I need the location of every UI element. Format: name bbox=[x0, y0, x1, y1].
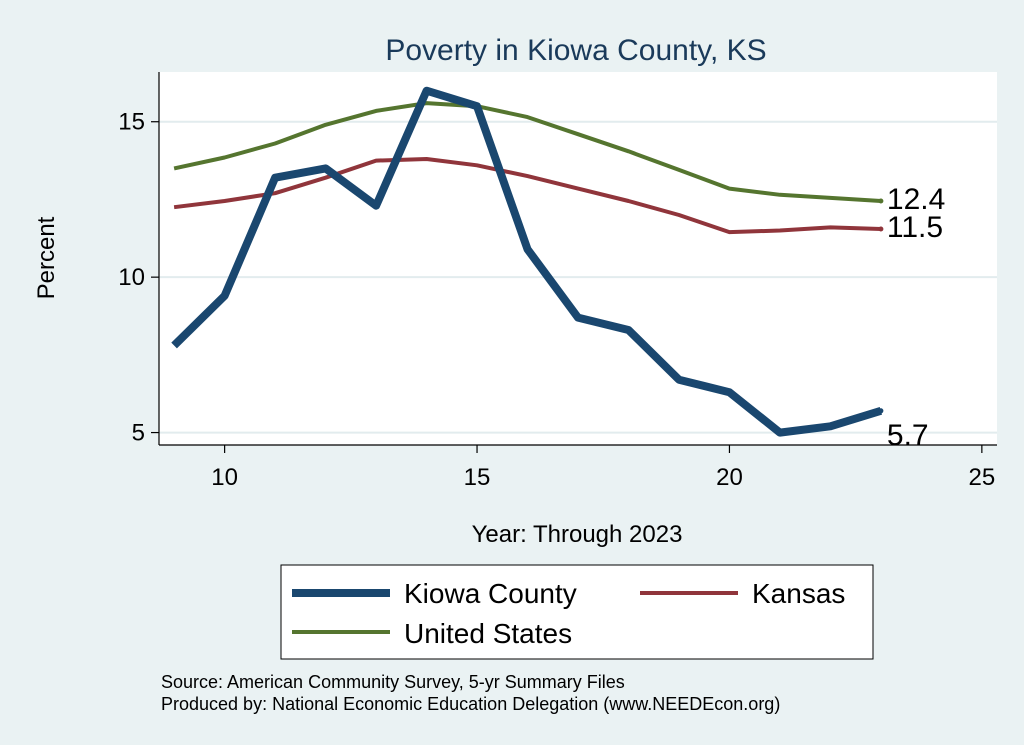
plot-area bbox=[159, 72, 997, 445]
series-lines bbox=[171, 86, 884, 437]
x-axis-label: Year: Through 2023 bbox=[472, 521, 683, 548]
chart-title: Poverty in Kiowa County, KS bbox=[385, 34, 766, 67]
y-axis-label: Percent bbox=[33, 216, 60, 299]
end-point-kiowa-county bbox=[878, 408, 884, 414]
x-tick-label-10: 10 bbox=[211, 464, 238, 491]
axes bbox=[158, 72, 997, 446]
y-ticks: 5 10 15 bbox=[118, 109, 159, 447]
legend-label-kansas: Kansas bbox=[752, 578, 845, 609]
series-line-united-states bbox=[173, 101, 882, 203]
end-point-kansas bbox=[878, 226, 884, 232]
y-tick-label-5: 5 bbox=[132, 420, 145, 447]
x-tick-label-20: 20 bbox=[716, 464, 743, 491]
end-labels: 12.411.5 5.7 bbox=[887, 183, 945, 452]
end-label-kansas: 11.5 bbox=[887, 211, 943, 244]
x-tick-label-25: 25 bbox=[969, 464, 996, 491]
x-tick-label-15: 15 bbox=[464, 464, 491, 491]
series-line-kiowa-county bbox=[171, 86, 883, 437]
y-tick-label-15: 15 bbox=[118, 109, 145, 136]
end-label-kiowa-county: 5.7 bbox=[887, 419, 929, 452]
legend: Kiowa County Kansas United States bbox=[280, 564, 874, 660]
end-label-united-states: 12.4 bbox=[887, 183, 945, 216]
series-line-kansas bbox=[173, 157, 881, 235]
source-line: Source: American Community Survey, 5-yr … bbox=[161, 672, 625, 692]
legend-label-united-states: United States bbox=[404, 618, 572, 649]
x-ticks: 10 15 20 25 bbox=[211, 445, 995, 491]
gridlines bbox=[159, 120, 997, 434]
end-point-united-states bbox=[878, 198, 884, 204]
producer-line: Produced by: National Economic Education… bbox=[161, 694, 780, 714]
legend-label-kiowa-county: Kiowa County bbox=[404, 578, 577, 609]
legend-box bbox=[280, 564, 874, 660]
y-tick-label-10: 10 bbox=[118, 264, 145, 291]
